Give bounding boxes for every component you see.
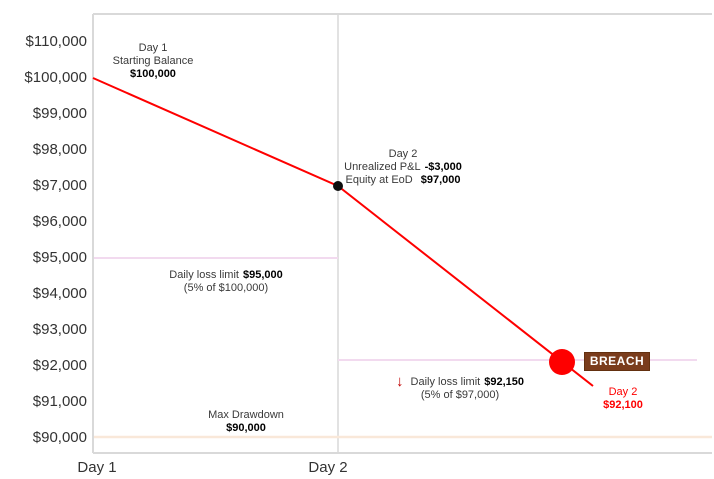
eod-day2-marker xyxy=(333,181,343,191)
breach-point-value: $92,100 xyxy=(603,399,643,411)
y-tick-label: $91,000 xyxy=(32,393,87,410)
day2-annotation-pnl: Unrealized P&L -$3,000 xyxy=(344,161,462,174)
day1-annotation-subtitle: Starting Balance xyxy=(112,55,194,67)
limit-day1-detail: (5% of $100,000) xyxy=(183,282,269,294)
breach-marker xyxy=(549,349,575,375)
loss-limit-day1-annotation: Daily loss limit $95,000 (5% of $100,000) xyxy=(169,269,282,295)
y-tick-label: $95,000 xyxy=(32,249,87,266)
limit-day2-label: Daily loss limit xyxy=(410,376,481,388)
limit-day2-value: $92,150 xyxy=(484,376,524,388)
breach-point-day: Day 2 xyxy=(608,386,638,398)
day2-annotation: Day 2 Unrealized P&L -$3,000 Equity at Eo… xyxy=(344,148,462,187)
limit-day2-detail: (5% of $97,000) xyxy=(420,389,500,401)
limit-day1-label: Daily loss limit xyxy=(169,269,239,281)
limit-day1-value: $95,000 xyxy=(242,269,283,281)
max-drawdown-label: Max Drawdown xyxy=(208,409,284,421)
y-tick-label: $92,000 xyxy=(32,357,87,374)
breach-point-label: Day 2 $92,100 xyxy=(603,386,643,412)
y-tick-label: $90,000 xyxy=(32,429,87,446)
day2-equity-value: $97,000 xyxy=(420,174,461,186)
day1-annotation-title: Day 1 xyxy=(138,42,168,54)
y-tick-label: $100,000 xyxy=(24,69,87,86)
day2-pnl-value: -$3,000 xyxy=(424,161,462,173)
y-tick-label: $96,000 xyxy=(32,213,87,230)
y-tick-label: $97,000 xyxy=(32,177,87,194)
day2-equity-label: Equity at EoD xyxy=(345,174,413,186)
loss-limit-day2-annotation: ↓ Daily loss limit $92,150 (5% of $97,000) xyxy=(396,374,524,402)
x-tick-label-day1: Day 1 xyxy=(77,459,117,476)
down-arrow-icon: ↓ xyxy=(396,373,404,390)
x-tick-label-day2: Day 2 xyxy=(308,459,348,476)
equity-line xyxy=(92,77,594,387)
max-drawdown-annotation: Max Drawdown $90,000 xyxy=(208,409,284,435)
breach-badge: BREACH xyxy=(584,352,650,371)
y-tick-label: $93,000 xyxy=(32,321,87,338)
day1-annotation: Day 1 Starting Balance $100,000 xyxy=(113,42,194,81)
plot-border xyxy=(92,13,712,454)
y-tick-label: $94,000 xyxy=(32,285,87,302)
y-tick-label: $110,000 xyxy=(25,33,87,50)
day2-annotation-title: Day 2 xyxy=(388,148,418,160)
y-tick-label: $99,000 xyxy=(32,105,87,122)
day2-pnl-label: Unrealized P&L xyxy=(344,161,421,173)
max-drawdown-value: $90,000 xyxy=(226,422,266,434)
day1-annotation-value: $100,000 xyxy=(130,68,176,80)
y-tick-label: $98,000 xyxy=(32,141,87,158)
day2-annotation-equity: Equity at EoD $97,000 xyxy=(344,174,462,187)
